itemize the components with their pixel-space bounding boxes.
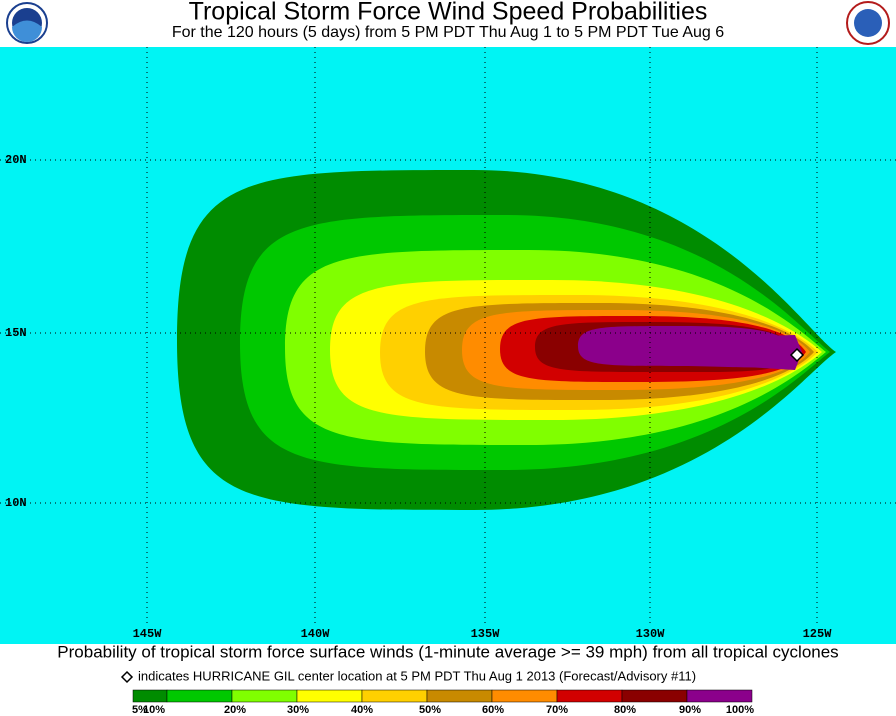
longitude-label: 125W bbox=[803, 627, 833, 641]
legend: 5%10% 20% 30% 40% 50% 60% 70% 80% 90% 100% bbox=[132, 689, 754, 716]
legend-label: 5% bbox=[132, 704, 148, 716]
probability-contours bbox=[177, 170, 836, 510]
legend-swatch bbox=[556, 689, 623, 703]
legend-label: 90% bbox=[679, 704, 701, 716]
legend-label: 50% bbox=[419, 704, 441, 716]
legend-swatch bbox=[426, 689, 493, 703]
legend-label: 60% bbox=[482, 704, 504, 716]
contour bbox=[630, 335, 802, 370]
title: Tropical Storm Force Wind Speed Probabil… bbox=[189, 0, 708, 26]
legend-label: 80% bbox=[614, 704, 636, 716]
legend-label: 30% bbox=[287, 704, 309, 716]
legend-swatch bbox=[296, 689, 363, 703]
legend-label: 40% bbox=[351, 704, 373, 716]
legend-label: 100% bbox=[726, 704, 754, 716]
legend-swatch bbox=[132, 689, 168, 703]
subtitle: For the 120 hours (5 days) from 5 PM PDT… bbox=[172, 24, 724, 41]
legend-swatch bbox=[231, 689, 298, 703]
nws-logo bbox=[846, 1, 890, 45]
legend-swatch bbox=[166, 689, 233, 703]
storm-center-marker bbox=[789, 347, 805, 363]
legend-swatch bbox=[361, 689, 428, 703]
latitude-label: 15N bbox=[5, 326, 27, 340]
latitude-label: 10N bbox=[5, 496, 27, 510]
latitude-label: 20N bbox=[5, 153, 27, 167]
legend-swatch bbox=[491, 689, 558, 703]
marker-key bbox=[120, 670, 134, 684]
longitude-label: 130W bbox=[636, 627, 666, 641]
longitude-label: 145W bbox=[133, 627, 163, 641]
longitude-label: 140W bbox=[301, 627, 331, 641]
legend-label: 10% bbox=[143, 704, 165, 716]
legend-label: 70% bbox=[546, 704, 568, 716]
legend-swatch bbox=[621, 689, 688, 703]
noaa-logo bbox=[6, 2, 48, 44]
caption: Probability of tropical storm force surf… bbox=[57, 642, 838, 661]
legend-label: 20% bbox=[224, 704, 246, 716]
longitude-label: 135W bbox=[471, 627, 501, 641]
legend-swatch bbox=[686, 689, 753, 703]
marker-note: indicates HURRICANE GIL center location … bbox=[138, 668, 696, 683]
grid bbox=[0, 47, 896, 624]
